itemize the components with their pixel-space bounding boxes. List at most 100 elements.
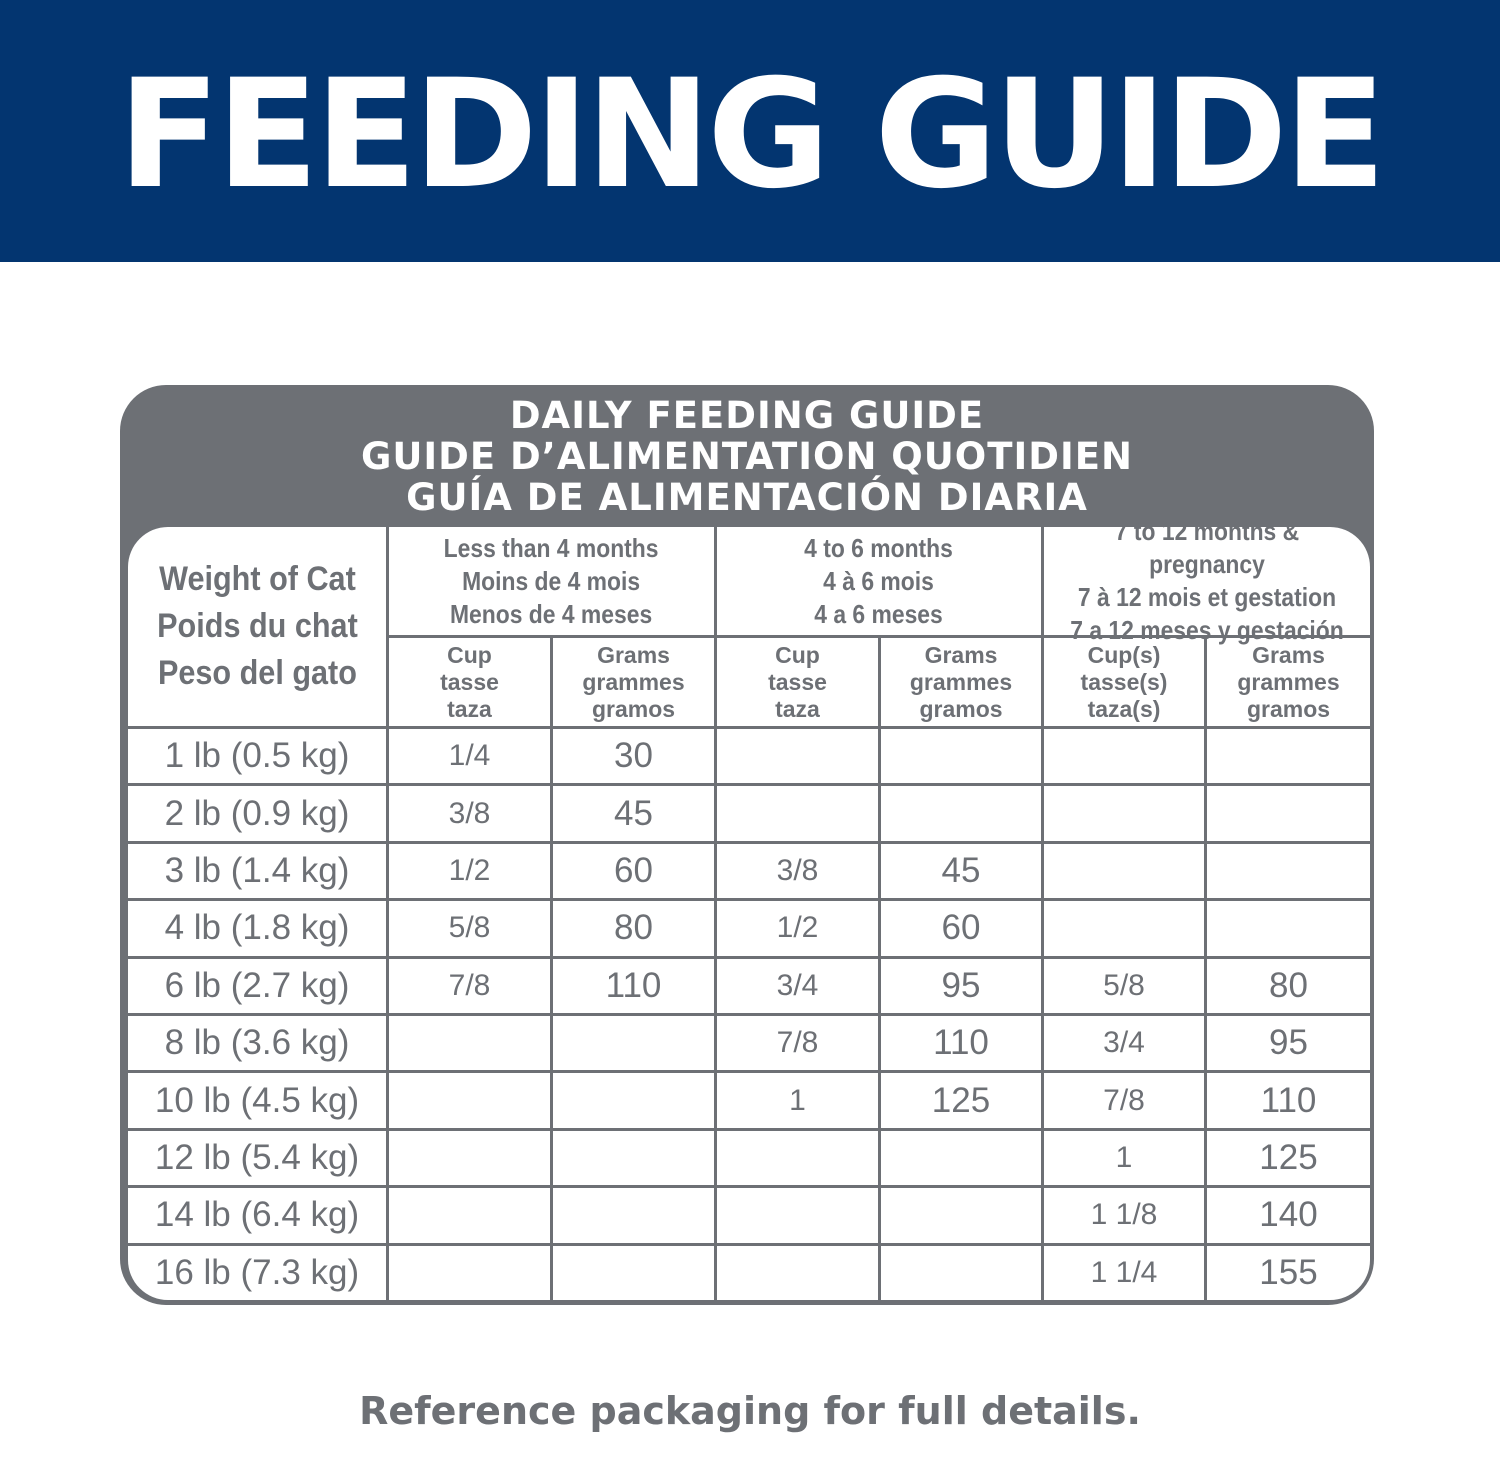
cup-cell — [389, 1073, 550, 1128]
cup-cell — [1044, 729, 1204, 784]
weight-cell: 2 lb (0.9 kg) — [128, 786, 386, 841]
weight-cell: 1 lb (0.5 kg) — [128, 729, 386, 784]
grams-cell: 60 — [553, 843, 714, 899]
cup-cell: 1 1/4 — [1044, 1245, 1204, 1300]
header-line: Peso del gato — [157, 654, 357, 692]
grams-cell — [881, 1245, 1041, 1300]
header-line: 7 à 12 mois et gestation — [1077, 582, 1337, 612]
cup-cell — [1044, 843, 1204, 899]
page-title: FEEDING GUIDE — [117, 48, 1386, 222]
header-line: Cup(s) — [1087, 641, 1161, 668]
grams-cell — [1207, 786, 1370, 841]
header-text: Cup(s) tasse(s) taza(s) — [1081, 642, 1168, 723]
header-text: 7 to 12 months & pregnancy 7 à 12 mois et… — [1064, 515, 1351, 647]
header-line: Cup — [447, 641, 492, 668]
cup-cell — [717, 729, 878, 784]
header-line: Poids du chat — [156, 607, 358, 645]
feeding-table: DAILY FEEDING GUIDE GUIDE D’ALIMENTATION… — [120, 385, 1374, 1305]
age-group-header: 4 to 6 months 4 à 6 mois 4 a 6 meses — [717, 527, 1041, 635]
header-line: Menos de 4 meses — [450, 598, 653, 629]
grams-cell — [1207, 729, 1370, 784]
header-line: Weight of Cat — [158, 560, 356, 598]
grams-cell: 45 — [553, 786, 714, 841]
header-text: Grams grammes gramos — [1237, 642, 1339, 723]
grams-cell: 125 — [881, 1073, 1041, 1128]
grams-cell: 110 — [553, 958, 714, 1013]
grams-cell — [553, 1130, 714, 1186]
header-line: tasse — [768, 668, 827, 695]
header-text: Cup tasse taza — [440, 642, 499, 723]
cup-cell — [717, 1245, 878, 1300]
unit-header: Grams grammes gramos — [1207, 638, 1370, 726]
grams-cell: 125 — [1207, 1130, 1370, 1186]
header-text: Grams grammes gramos — [910, 642, 1012, 723]
table-grid: Weight of Cat Poids du chat Peso del gato L… — [128, 516, 1370, 1300]
grams-cell — [881, 786, 1041, 841]
header-line: Grams — [597, 641, 670, 668]
footer-note: Reference packaging for full details. — [359, 1389, 1141, 1433]
weight-cell: 10 lb (4.5 kg) — [128, 1073, 386, 1128]
cup-cell — [717, 1188, 878, 1243]
cup-cell — [389, 1245, 550, 1300]
header-line: 7 a 12 meses y gestación — [1070, 615, 1344, 645]
cup-cell — [1044, 786, 1204, 841]
header-line: Moins de 4 mois — [462, 565, 641, 596]
cup-cell — [389, 1188, 550, 1243]
age-group-header: 7 to 12 months & pregnancy 7 à 12 mois et… — [1044, 516, 1370, 645]
header-line: gramos — [591, 695, 676, 722]
header-line: Grams — [1252, 641, 1325, 668]
weight-cell: 8 lb (3.6 kg) — [128, 1015, 386, 1071]
header-line: 4 to 6 months — [804, 532, 954, 563]
grams-cell — [553, 1073, 714, 1128]
header-line: Less than 4 months — [444, 532, 659, 563]
cup-cell: 1/2 — [389, 843, 550, 899]
grams-cell: 80 — [553, 901, 714, 956]
cup-cell: 1 — [717, 1073, 878, 1128]
header-line: Grams — [924, 641, 998, 668]
weight-cell: 12 lb (5.4 kg) — [128, 1130, 386, 1186]
weight-cell: 14 lb (6.4 kg) — [128, 1188, 386, 1243]
header-text: Weight of Cat Poids du chat Peso del gato — [157, 556, 358, 697]
header-line: taza(s) — [1087, 695, 1161, 722]
header-line: 4 à 6 mois — [823, 565, 935, 596]
weight-cell: 4 lb (1.8 kg) — [128, 901, 386, 956]
unit-header: Cup tasse taza — [389, 638, 550, 726]
age-group-header: Less than 4 months Moins de 4 mois Menos d… — [389, 527, 714, 635]
cup-cell: 3/8 — [389, 786, 550, 841]
grams-cell: 45 — [881, 843, 1041, 899]
grams-cell: 95 — [881, 958, 1041, 1013]
grams-cell — [881, 1130, 1041, 1186]
grams-cell — [1207, 901, 1370, 956]
cup-cell: 1 — [1044, 1130, 1204, 1186]
table-title: DAILY FEEDING GUIDE GUIDE D’ALIMENTATION… — [120, 395, 1374, 518]
cup-cell: 7/8 — [717, 1015, 878, 1071]
grams-cell: 155 — [1207, 1245, 1370, 1300]
grams-cell: 95 — [1207, 1015, 1370, 1071]
table-title-es: GUÍA DE ALIMENTACIÓN DIARIA — [406, 476, 1088, 519]
header-text: 4 to 6 months 4 à 6 mois 4 a 6 meses — [805, 532, 954, 631]
grams-cell — [553, 1245, 714, 1300]
grams-cell: 110 — [1207, 1073, 1370, 1128]
header-line: taza — [447, 695, 492, 722]
table-title-fr: GUIDE D’ALIMENTATION QUOTIDIEN — [361, 435, 1133, 478]
header-line: grammes — [1237, 668, 1340, 695]
header-line: grammes — [582, 668, 685, 695]
cup-cell — [389, 1130, 550, 1186]
unit-header: Grams grammes gramos — [553, 638, 714, 726]
cup-cell: 1/4 — [389, 729, 550, 784]
grams-cell: 110 — [881, 1015, 1041, 1071]
table-title-en: DAILY FEEDING GUIDE — [509, 394, 985, 437]
grams-cell — [881, 729, 1041, 784]
unit-header: Cup tasse taza — [717, 638, 878, 726]
cup-cell — [1044, 901, 1204, 956]
grams-cell — [553, 1188, 714, 1243]
header-text: Less than 4 months Moins de 4 mois Menos d… — [444, 532, 659, 631]
grams-cell: 80 — [1207, 958, 1370, 1013]
grams-cell — [881, 1188, 1041, 1243]
header-line: taza — [775, 695, 820, 722]
weight-header: Weight of Cat Poids du chat Peso del gato — [128, 527, 386, 726]
cup-cell: 1 1/8 — [1044, 1188, 1204, 1243]
header-line: 4 a 6 meses — [814, 598, 944, 629]
unit-header: Cup(s) tasse(s) taza(s) — [1044, 638, 1204, 726]
cup-cell — [717, 1130, 878, 1186]
